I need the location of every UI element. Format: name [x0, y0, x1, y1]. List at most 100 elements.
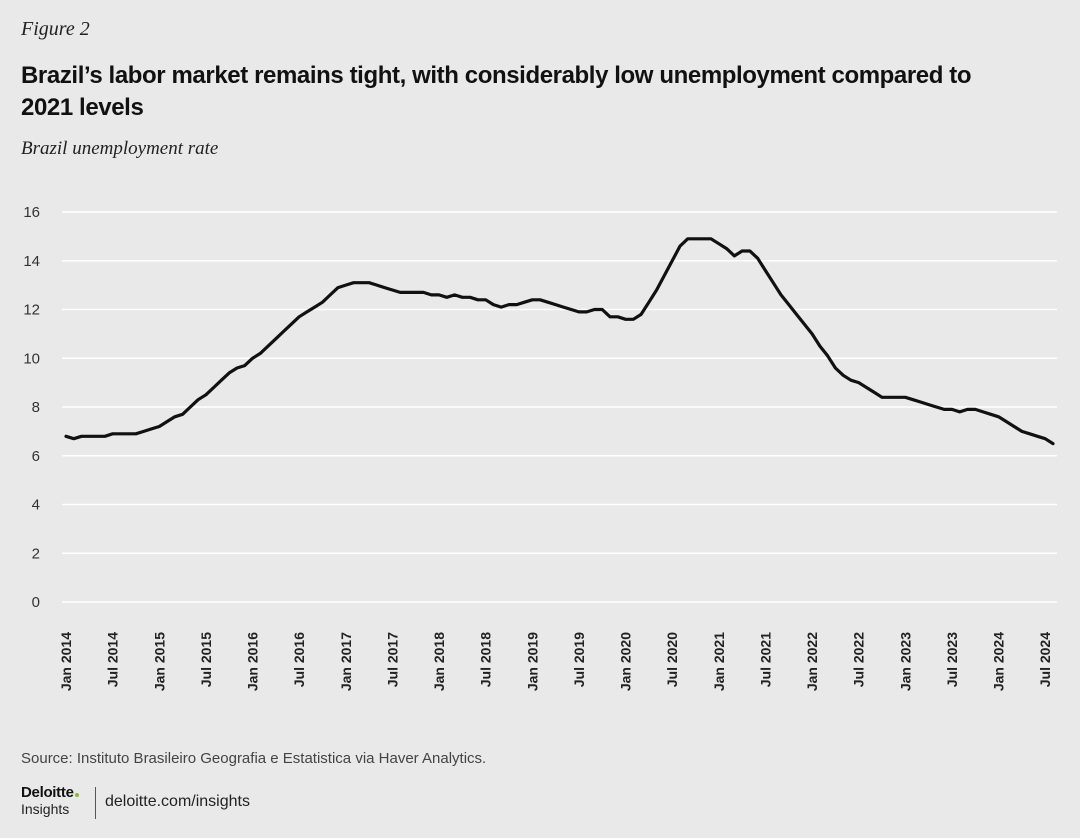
chart-subtitle: Brazil unemployment rate: [21, 138, 219, 159]
data-point: [197, 398, 200, 401]
data-point: [134, 432, 137, 435]
data-point: [228, 371, 231, 374]
data-point: [111, 432, 114, 435]
data-point: [282, 330, 285, 333]
data-point: [150, 427, 153, 430]
footer-divider: [95, 787, 96, 819]
x-tick-label: Jan 2024: [991, 632, 1007, 691]
unemployment-line: [64, 237, 1055, 446]
data-point: [733, 254, 736, 257]
data-point: [1028, 432, 1031, 435]
data-point: [469, 296, 472, 299]
data-point: [857, 381, 860, 384]
data-point: [811, 332, 814, 335]
x-tick-label: Jan 2018: [431, 632, 447, 691]
data-point: [1044, 437, 1047, 440]
data-point: [119, 432, 122, 435]
data-point: [756, 257, 759, 260]
data-point: [445, 296, 448, 299]
data-point: [997, 415, 1000, 418]
data-point: [655, 289, 658, 291]
x-tick-label: Jan 2022: [804, 632, 820, 691]
series-group: [64, 237, 1055, 446]
data-point: [912, 398, 915, 401]
data-point: [647, 301, 650, 304]
data-point: [904, 396, 907, 399]
data-point: [391, 289, 394, 291]
data-point: [601, 308, 604, 311]
x-tick-label: Jul 2024: [1037, 632, 1053, 687]
deloitte-insights-logo: Deloitte Insights: [21, 785, 91, 817]
data-point: [585, 310, 588, 313]
x-tick-label: Jan 2019: [524, 632, 540, 691]
x-tick-label: Jan 2014: [58, 632, 74, 691]
y-tick-label: 4: [32, 497, 40, 514]
x-tick-label: Jan 2015: [151, 632, 167, 691]
logo-dot: [74, 793, 79, 797]
data-point: [313, 306, 316, 309]
data-point: [220, 379, 223, 382]
data-point: [80, 435, 83, 438]
data-point: [414, 291, 417, 294]
data-point: [274, 337, 277, 340]
data-point: [989, 413, 992, 416]
figure-label: Figure 2: [21, 18, 90, 40]
data-point: [251, 357, 254, 360]
data-point: [919, 401, 922, 404]
data-point: [329, 293, 332, 296]
logo-name: Deloitte: [21, 785, 91, 801]
data-point: [166, 420, 168, 423]
data-point: [725, 247, 728, 250]
data-point: [663, 274, 666, 277]
data-point: [515, 303, 518, 306]
data-point: [243, 364, 246, 367]
data-point: [298, 315, 301, 318]
data-point: [236, 367, 238, 369]
data-point: [795, 313, 798, 316]
data-point: [881, 396, 883, 399]
x-tick-label: Jul 2015: [198, 632, 214, 687]
data-point: [702, 237, 705, 240]
data-point: [189, 406, 192, 408]
x-tick-label: Jul 2019: [571, 632, 587, 687]
x-tick-label: Jul 2023: [944, 632, 960, 687]
data-point: [570, 308, 573, 311]
logo-sub: Insights: [21, 801, 70, 817]
x-tick-label: Jul 2016: [291, 632, 307, 687]
data-point: [383, 286, 386, 289]
x-tick-label: Jul 2021: [757, 632, 773, 687]
data-point: [640, 313, 643, 316]
data-point: [438, 293, 440, 296]
data-point: [204, 393, 207, 396]
data-point: [1052, 442, 1054, 445]
data-point: [896, 396, 899, 399]
data-point: [360, 281, 363, 284]
data-point: [593, 308, 596, 311]
data-point: [717, 242, 720, 245]
data-point: [158, 425, 161, 428]
data-point: [787, 303, 790, 306]
footer-url[interactable]: deloitte.com/insights: [105, 793, 250, 810]
data-point: [1036, 435, 1039, 438]
data-point: [352, 281, 355, 284]
data-point: [173, 415, 176, 418]
data-point: [523, 301, 526, 304]
y-axis: 0 2 4 6 8 10 12 14 16: [23, 204, 40, 611]
data-point: [974, 408, 977, 411]
data-point: [624, 318, 627, 321]
data-point: [267, 345, 270, 348]
data-point: [849, 379, 852, 382]
x-tick-label: Jan 2017: [338, 632, 354, 691]
data-point: [484, 298, 487, 301]
data-point: [951, 408, 953, 411]
data-point: [671, 259, 674, 262]
data-point: [1013, 425, 1016, 428]
x-tick-label: Jul 2020: [664, 632, 680, 687]
data-point: [430, 293, 433, 296]
data-point: [321, 301, 324, 304]
data-point: [212, 386, 215, 389]
data-point: [1020, 430, 1023, 433]
data-point: [305, 310, 308, 313]
data-point: [96, 435, 99, 438]
x-tick-label: Jan 2021: [711, 632, 727, 691]
